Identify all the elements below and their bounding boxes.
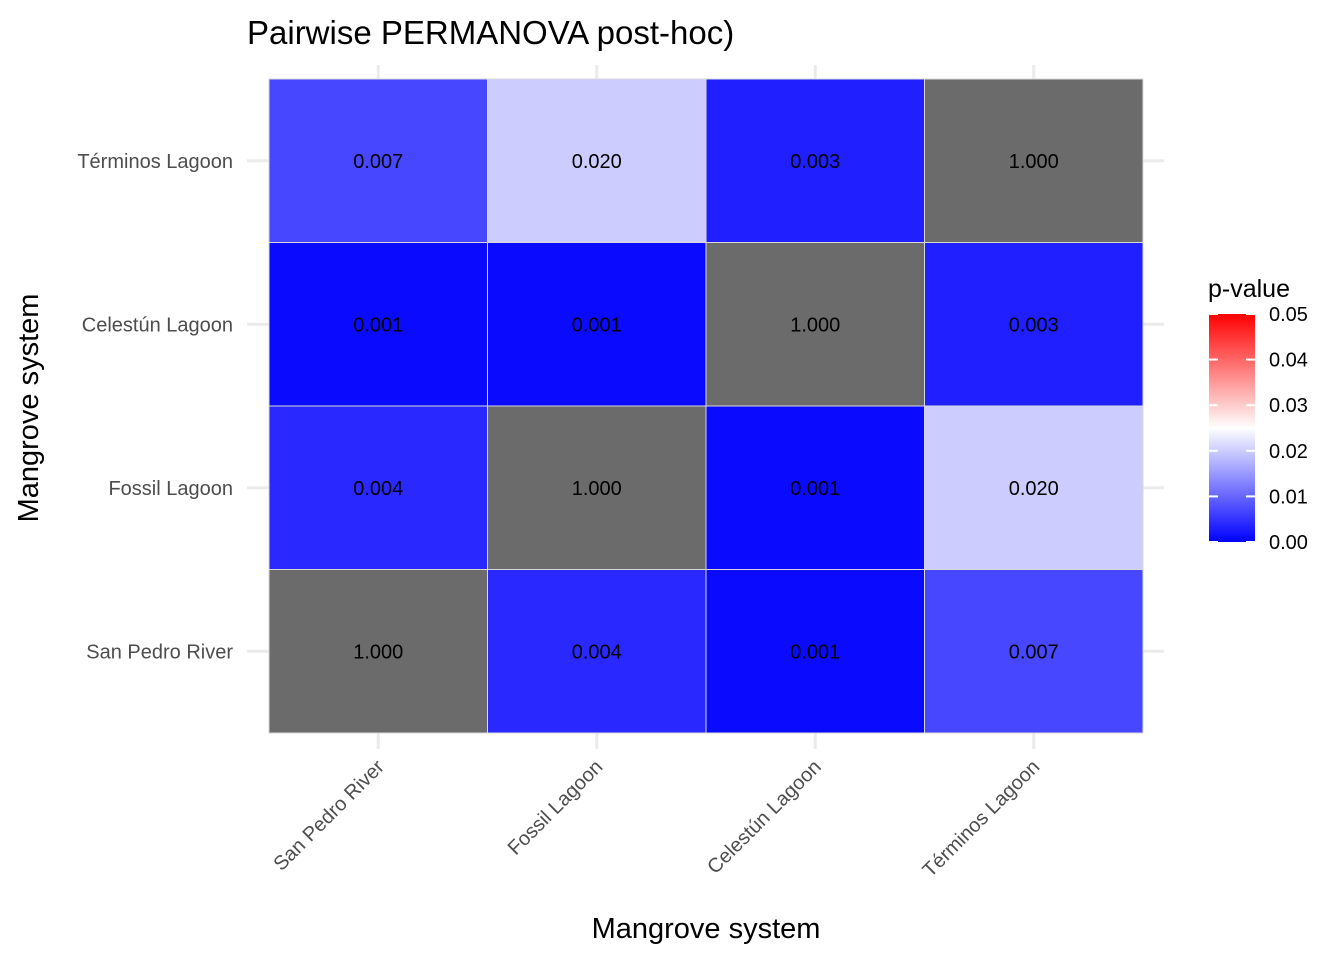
heatmap-cell <box>924 405 1144 570</box>
cell-value-label: 0.001 <box>790 641 840 663</box>
heatmap-cell <box>705 569 925 734</box>
legend-tick-label: 0.05 <box>1269 304 1308 326</box>
legend-tick-label: 0.03 <box>1269 395 1308 417</box>
heatmap-cells <box>268 78 1144 734</box>
cell-value-label: 0.004 <box>353 478 403 500</box>
cell-value-label: 0.007 <box>353 151 403 173</box>
heatmap-cell <box>487 569 707 734</box>
cell-value-label: 0.001 <box>572 314 622 336</box>
heatmap-cell <box>268 569 488 734</box>
cell-value-label: 1.000 <box>572 478 622 500</box>
heatmap-cell <box>924 569 1144 734</box>
x-axis-title: Mangrove system <box>592 913 821 945</box>
cell-value-label: 0.003 <box>1009 314 1059 336</box>
legend-tick-label: 0.00 <box>1269 532 1308 554</box>
heatmap-cell <box>705 242 925 407</box>
heatmap-cell <box>487 78 707 243</box>
x-tick-label: Celestún Lagoon <box>703 756 825 878</box>
x-axis-ticks: San Pedro River Fossil Lagoon Celestún Lag… <box>269 756 1044 882</box>
x-tick-label: San Pedro River <box>269 756 389 876</box>
y-tick-label: San Pedro River <box>86 641 233 663</box>
legend-tick-label: 0.02 <box>1269 441 1308 463</box>
x-tick-label: Fossil Lagoon <box>504 756 608 860</box>
cell-value-label: 0.003 <box>790 151 840 173</box>
cell-value-label: 0.004 <box>572 641 622 663</box>
heatmap-cell <box>268 78 488 243</box>
cell-value-label: 1.000 <box>1009 151 1059 173</box>
cell-value-label: 0.007 <box>1009 641 1059 663</box>
heatmap-cell <box>268 242 488 407</box>
color-legend: p-value 0.00 0.01 0.02 0.03 0.04 0.05 <box>1208 275 1308 554</box>
x-tick-label: Términos Lagoon <box>919 756 1045 882</box>
heatmap-cell <box>924 242 1144 407</box>
cell-value-label: 0.001 <box>790 478 840 500</box>
legend-colorbar <box>1209 314 1255 542</box>
y-axis-title: Mangrove system <box>13 294 45 523</box>
y-axis-ticks: San Pedro River Fossil Lagoon Celestún Lag… <box>77 151 233 664</box>
legend-title: p-value <box>1208 275 1290 303</box>
legend-tick-label: 0.01 <box>1269 486 1308 508</box>
y-tick-label: Términos Lagoon <box>77 151 233 173</box>
heatmap-cell <box>705 78 925 243</box>
legend-tick-label: 0.04 <box>1269 350 1308 372</box>
cell-value-label: 1.000 <box>790 314 840 336</box>
heatmap-cell <box>924 78 1144 243</box>
y-tick-label: Fossil Lagoon <box>108 478 233 500</box>
cell-value-label: 0.001 <box>353 314 403 336</box>
cell-value-label: 0.020 <box>1009 478 1059 500</box>
cell-value-label: 0.020 <box>572 151 622 173</box>
cell-labels: 1.000 0.004 0.001 0.007 0.004 1.000 0.001 0.020… <box>353 151 1059 664</box>
y-tick-label: Celestún Lagoon <box>82 314 233 336</box>
cell-value-label: 1.000 <box>353 641 403 663</box>
legend-ticks: 0.00 0.01 0.02 0.03 0.04 0.05 <box>1209 304 1308 554</box>
chart-title: Pairwise PERMANOVA post-hoc) <box>247 14 734 51</box>
heatmap-cell <box>487 405 707 570</box>
